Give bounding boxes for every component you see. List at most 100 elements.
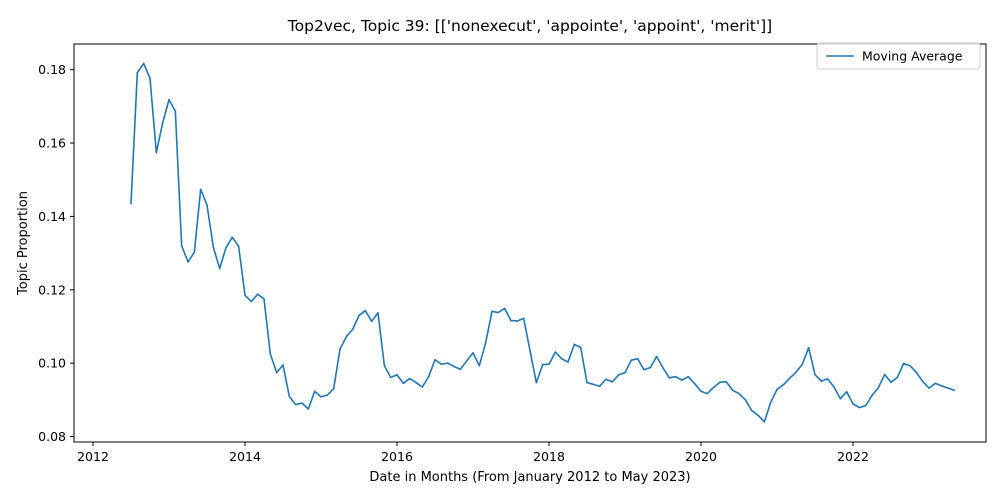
data-point bbox=[801, 363, 804, 366]
data-point bbox=[953, 389, 956, 392]
data-point bbox=[288, 395, 291, 398]
data-point bbox=[769, 401, 772, 404]
data-point bbox=[674, 375, 677, 378]
data-point bbox=[807, 346, 810, 349]
data-point bbox=[668, 377, 671, 379]
data-point bbox=[731, 389, 734, 392]
plot-area-frame bbox=[73, 43, 987, 443]
data-point bbox=[484, 341, 487, 344]
data-point bbox=[491, 310, 493, 313]
data-point bbox=[598, 385, 601, 388]
data-point bbox=[212, 246, 215, 249]
legend-box bbox=[816, 42, 981, 70]
data-point bbox=[820, 380, 823, 382]
data-point bbox=[687, 375, 690, 378]
data-point bbox=[282, 364, 284, 366]
data-point bbox=[617, 374, 620, 376]
legend: Moving Average bbox=[816, 42, 981, 70]
x-axis-label: Date in Months (From January 2012 to May… bbox=[369, 470, 690, 485]
data-point bbox=[573, 343, 576, 346]
data-point bbox=[510, 319, 512, 322]
data-point bbox=[776, 388, 778, 391]
data-point bbox=[142, 62, 145, 65]
data-point bbox=[795, 371, 797, 374]
data-point bbox=[902, 362, 905, 365]
data-point bbox=[655, 355, 658, 358]
data-point bbox=[313, 390, 316, 393]
moving-average-line bbox=[130, 62, 955, 423]
data-point bbox=[149, 77, 151, 80]
data-point bbox=[630, 359, 633, 362]
data-point bbox=[738, 392, 740, 395]
data-point bbox=[503, 307, 506, 310]
data-point bbox=[852, 403, 854, 405]
data-point bbox=[161, 122, 164, 124]
data-point bbox=[218, 267, 221, 270]
data-point bbox=[928, 387, 930, 389]
data-point bbox=[541, 363, 544, 366]
data-point bbox=[427, 375, 430, 378]
data-point bbox=[864, 404, 867, 407]
data-point bbox=[301, 402, 303, 404]
data-point bbox=[858, 406, 861, 409]
series-points bbox=[130, 62, 956, 423]
data-point bbox=[522, 317, 525, 320]
data-point bbox=[940, 385, 943, 387]
data-point bbox=[408, 377, 411, 380]
data-point bbox=[130, 202, 132, 205]
data-point bbox=[364, 309, 367, 312]
data-point bbox=[263, 298, 265, 300]
data-point bbox=[693, 382, 696, 385]
data-point bbox=[921, 380, 924, 383]
data-point bbox=[199, 188, 202, 191]
data-point bbox=[440, 363, 443, 366]
data-point bbox=[370, 320, 373, 323]
data-point bbox=[947, 387, 949, 389]
data-point bbox=[548, 363, 550, 366]
data-point bbox=[269, 353, 272, 355]
data-point bbox=[725, 381, 728, 383]
legend-label-moving-average: Moving Average bbox=[862, 49, 963, 64]
data-point bbox=[250, 300, 253, 303]
data-point bbox=[275, 371, 278, 374]
data-point bbox=[478, 364, 481, 367]
x-tick-label: 2016 bbox=[381, 449, 413, 464]
x-tick-label: 2012 bbox=[77, 449, 109, 464]
x-tick-label: 2018 bbox=[533, 449, 565, 464]
data-point bbox=[459, 368, 462, 371]
y-axis: 0.08 0.10 0.12 0.14 0.16 0.18 bbox=[38, 62, 74, 444]
data-point bbox=[567, 361, 569, 363]
data-point bbox=[535, 381, 538, 384]
data-point bbox=[700, 390, 702, 393]
data-point bbox=[839, 397, 842, 400]
data-point bbox=[560, 357, 563, 360]
data-point bbox=[579, 346, 582, 349]
data-point bbox=[351, 328, 354, 331]
data-point bbox=[187, 261, 189, 263]
data-point bbox=[415, 381, 417, 384]
data-point bbox=[516, 320, 519, 322]
data-point bbox=[712, 386, 715, 389]
data-point bbox=[877, 386, 880, 389]
data-point bbox=[605, 378, 607, 381]
x-axis: 2012 2014 2016 2018 2020 2022 bbox=[77, 442, 869, 464]
data-point bbox=[611, 381, 614, 383]
data-point bbox=[339, 348, 341, 350]
data-point bbox=[592, 383, 595, 386]
data-point bbox=[744, 399, 747, 401]
data-point bbox=[332, 388, 335, 390]
data-point bbox=[396, 374, 398, 376]
y-tick-label: 0.08 bbox=[38, 429, 66, 444]
data-point bbox=[833, 386, 835, 388]
data-point bbox=[206, 204, 208, 206]
data-point bbox=[244, 294, 246, 297]
y-tick-label: 0.16 bbox=[38, 136, 66, 151]
data-point bbox=[421, 386, 424, 388]
data-point bbox=[719, 381, 721, 384]
data-point bbox=[890, 381, 892, 384]
data-point bbox=[136, 71, 139, 74]
data-point bbox=[681, 379, 683, 381]
data-point bbox=[643, 368, 645, 371]
y-tick-label: 0.18 bbox=[38, 62, 66, 77]
data-point bbox=[896, 376, 899, 379]
